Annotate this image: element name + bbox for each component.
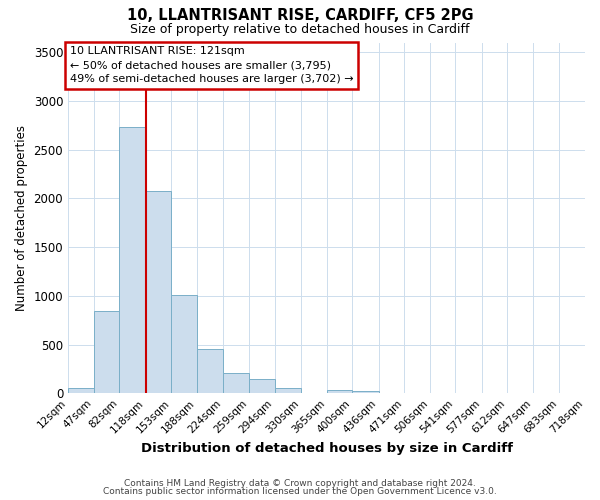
Bar xyxy=(68,388,94,394)
Bar xyxy=(94,311,119,394)
Text: 10 LLANTRISANT RISE: 121sqm
← 50% of detached houses are smaller (3,795)
49% of : 10 LLANTRISANT RISE: 121sqm ← 50% of det… xyxy=(70,46,353,84)
Bar xyxy=(352,392,379,394)
Text: Contains HM Land Registry data © Crown copyright and database right 2024.: Contains HM Land Registry data © Crown c… xyxy=(124,478,476,488)
Bar xyxy=(197,349,223,394)
Bar xyxy=(171,295,197,394)
Bar xyxy=(249,379,275,394)
Bar xyxy=(326,390,352,394)
Bar xyxy=(223,373,249,394)
Text: 10, LLANTRISANT RISE, CARDIFF, CF5 2PG: 10, LLANTRISANT RISE, CARDIFF, CF5 2PG xyxy=(127,8,473,22)
X-axis label: Distribution of detached houses by size in Cardiff: Distribution of detached houses by size … xyxy=(140,442,512,455)
Bar xyxy=(119,128,146,394)
Bar xyxy=(146,191,171,394)
Text: Size of property relative to detached houses in Cardiff: Size of property relative to detached ho… xyxy=(130,22,470,36)
Text: Contains public sector information licensed under the Open Government Licence v3: Contains public sector information licen… xyxy=(103,487,497,496)
Y-axis label: Number of detached properties: Number of detached properties xyxy=(15,125,28,311)
Bar xyxy=(275,388,301,394)
